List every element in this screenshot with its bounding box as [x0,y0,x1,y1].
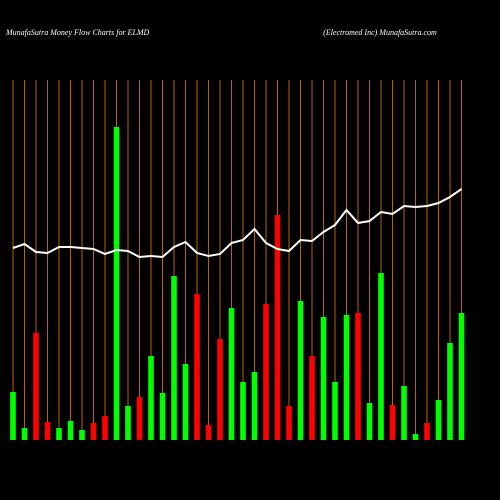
bar [102,416,108,440]
bar [79,430,85,440]
bar [458,313,465,440]
money-flow-line [12,188,463,259]
bar [171,276,177,440]
bar [320,317,327,440]
bar [33,333,39,440]
bar [159,393,166,440]
bar [447,343,453,440]
bar [10,392,16,440]
bar [378,273,384,440]
bar [67,421,74,440]
bar [113,127,120,440]
bar [228,308,235,440]
chart-subtitle: (Electromed Inc) MunafaSutra.com [323,28,437,37]
bar [366,403,373,440]
bar [56,428,62,440]
bar [424,423,430,440]
bar [217,339,223,440]
bar [435,400,442,440]
bar [44,422,51,440]
chart-title: MunafaSutra Money Flow Charts for ELMD [5,28,150,37]
bar [332,382,338,440]
bar [401,386,407,440]
bar [240,382,246,440]
bar [343,315,350,440]
bar [21,428,28,440]
bar [182,364,189,440]
bar [389,405,396,440]
bar [194,294,200,440]
bar [205,425,212,440]
bar [355,313,361,440]
bar [90,423,97,440]
bar [286,406,292,440]
bar [251,372,258,440]
bar [148,356,154,440]
bar [136,397,143,440]
bar [274,215,281,440]
bar [309,356,315,440]
bar [297,301,304,440]
bar [125,406,131,440]
bar [412,434,419,440]
bar [263,304,269,440]
